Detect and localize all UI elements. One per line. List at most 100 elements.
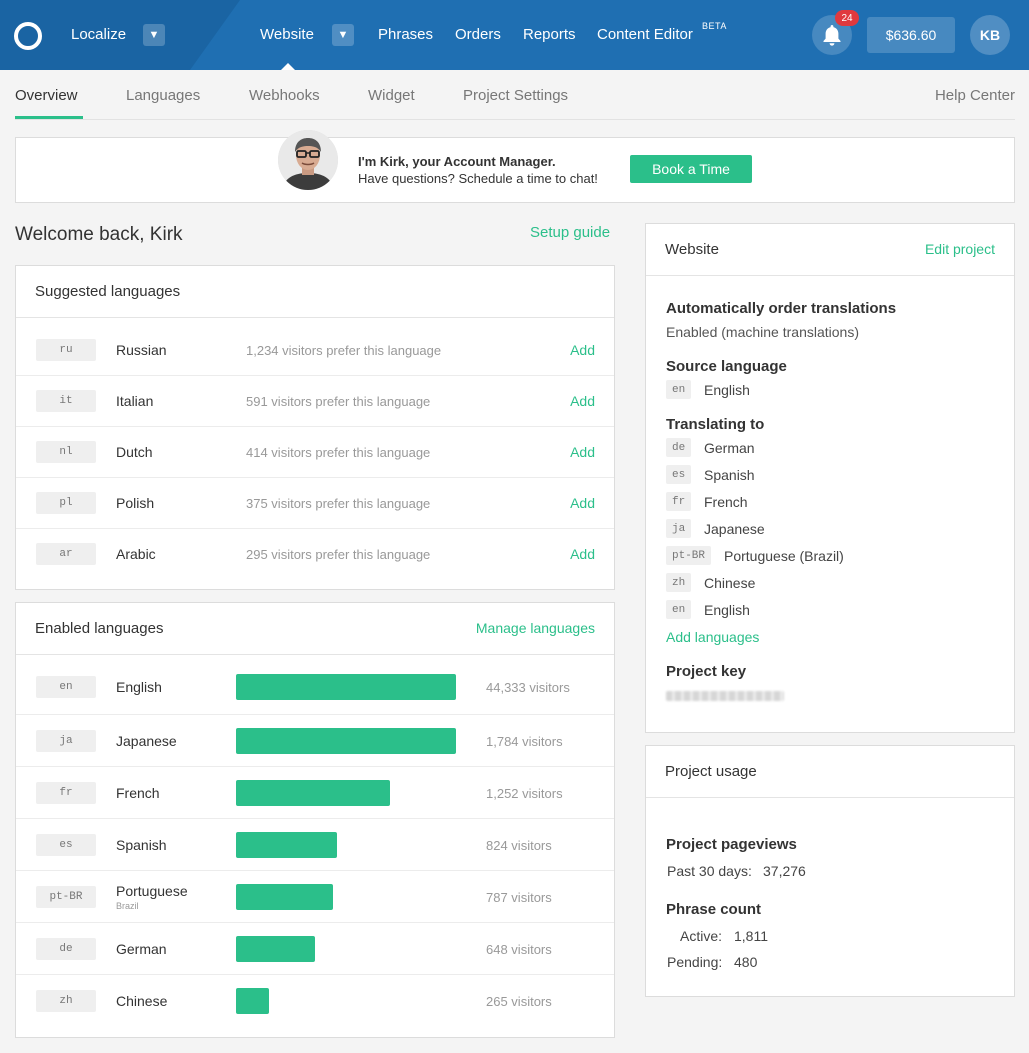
language-code: fr <box>36 782 96 804</box>
nav-phrases[interactable]: Phrases <box>378 26 434 43</box>
language-code: ja <box>36 730 96 752</box>
setup-guide-link[interactable]: Setup guide <box>530 224 611 241</box>
website-card-header: Website Edit project <box>646 224 1014 276</box>
enabled-languages-card: Enabled languages Manage languages en Eng… <box>15 602 615 1038</box>
language-code: nl <box>36 441 96 463</box>
language-code: pl <box>36 492 96 514</box>
active-tab-indicator <box>15 116 83 119</box>
pageviews-label: Project pageviews <box>666 836 797 853</box>
enabled-languages-list: en English 44,333 visitors ja Japanese 1,784 … <box>16 655 614 1027</box>
tab-webhooks[interactable]: Webhooks <box>249 87 320 104</box>
visitor-share-bar <box>236 832 337 858</box>
account-manager-intro: I'm Kirk, your Account Manager. <box>358 154 556 169</box>
language-name: Chinese <box>116 993 168 1009</box>
visitor-preference: 295 visitors prefer this language <box>246 547 431 562</box>
language-name: Italian <box>116 393 154 409</box>
table-row: pt-BR Portuguese Brazil 787 visitors <box>16 871 614 923</box>
tab-widget[interactable]: Widget <box>368 87 415 104</box>
target-language-name: Spanish <box>704 467 755 483</box>
language-name: Polish <box>116 495 155 511</box>
beta-label: BETA <box>702 21 727 31</box>
pending-value: 480 <box>734 954 758 970</box>
target-language-name: Japanese <box>704 521 765 537</box>
tab-overview[interactable]: Overview <box>15 87 78 104</box>
top-navigation-bar: Localize ▼ Website ▼ Phrases Orders Repo… <box>0 0 1029 70</box>
add-language-button[interactable]: Add <box>570 393 595 409</box>
target-language-name: Portuguese (Brazil) <box>724 548 844 564</box>
balance-button[interactable]: $636.60 <box>867 17 955 53</box>
visitor-count: 1,252 visitors <box>486 786 563 801</box>
visitor-count: 824 visitors <box>486 838 552 853</box>
account-manager-message: I'm Kirk, your Account Manager. Have que… <box>358 153 598 187</box>
website-chevron-down-icon[interactable]: ▼ <box>332 24 354 46</box>
language-name: Russian <box>116 342 167 358</box>
account-manager-banner: I'm Kirk, your Account Manager. Have que… <box>15 130 1015 203</box>
website-card-title: Website <box>665 241 719 258</box>
language-code: ru <box>36 339 96 361</box>
table-row: ja Japanese 1,784 visitors <box>16 715 614 767</box>
account-manager-prompt: Have questions? Schedule a time to chat! <box>358 171 598 186</box>
user-avatar[interactable]: KB <box>970 15 1010 55</box>
language-code: it <box>36 390 96 412</box>
nav-reports[interactable]: Reports <box>523 26 576 43</box>
add-language-button[interactable]: Add <box>570 546 595 562</box>
add-language-button[interactable]: Add <box>570 444 595 460</box>
tab-project-settings[interactable]: Project Settings <box>463 87 569 104</box>
language-code: ar <box>36 543 96 565</box>
visitor-share-bar <box>236 728 456 754</box>
visitor-count: 1,784 visitors <box>486 734 563 749</box>
manage-languages-link[interactable]: Manage languages <box>475 620 595 636</box>
target-language-name: Chinese <box>704 575 756 591</box>
target-language-code: zh <box>666 573 692 592</box>
tab-languages[interactable]: Languages <box>126 87 201 104</box>
active-label: Active: <box>680 928 723 944</box>
table-row: zh Chinese 265 visitors <box>16 975 614 1027</box>
org-name[interactable]: Localize <box>71 26 127 43</box>
target-language-code: en <box>666 600 692 619</box>
table-row: it Italian 591 visitors prefer this langua… <box>16 376 614 427</box>
nav-orders[interactable]: Orders <box>455 26 501 43</box>
source-language-label: Source language <box>666 358 787 375</box>
visitor-share-bar <box>236 780 390 806</box>
nav-website[interactable]: Website <box>260 26 314 43</box>
language-name: French <box>116 785 160 801</box>
add-languages-link[interactable]: Add languages <box>666 629 760 645</box>
translating-to-label: Translating to <box>666 416 765 433</box>
target-language-code: fr <box>666 492 692 511</box>
org-chevron-down-icon[interactable]: ▼ <box>143 24 165 46</box>
edit-project-link[interactable]: Edit project <box>924 241 995 257</box>
target-language-code: pt-BR <box>666 546 712 565</box>
visitor-count: 44,333 visitors <box>486 680 570 695</box>
add-language-button[interactable]: Add <box>570 342 595 358</box>
enabled-languages-header: Enabled languages Manage languages <box>16 603 614 655</box>
visitor-preference: 375 visitors prefer this language <box>246 496 431 511</box>
help-center-link[interactable]: Help Center <box>934 87 1015 104</box>
language-region: Brazil <box>116 901 139 911</box>
add-language-button[interactable]: Add <box>570 495 595 511</box>
localize-logo-icon[interactable] <box>14 22 42 50</box>
language-name: German <box>116 941 167 957</box>
phrase-count-label: Phrase count <box>666 901 762 918</box>
table-row: es Spanish 824 visitors <box>16 819 614 871</box>
target-language-code: es <box>666 465 692 484</box>
language-name: Spanish <box>116 837 167 853</box>
welcome-heading: Welcome back, Kirk <box>15 224 183 245</box>
auto-order-label: Automatically order translations <box>666 300 897 317</box>
website-card: Website Edit project Automatically order… <box>645 223 1015 733</box>
language-name: Portuguese <box>116 883 188 899</box>
visitor-preference: 1,234 visitors prefer this language <box>246 343 442 358</box>
source-language-name: English <box>704 382 750 398</box>
nav-content-editor[interactable]: Content Editor <box>597 26 693 43</box>
visitor-share-bar <box>236 884 333 910</box>
visitor-count: 787 visitors <box>486 890 552 905</box>
table-row: pl Polish 375 visitors prefer this languag… <box>16 478 614 529</box>
language-code: en <box>36 676 96 698</box>
language-code: pt-BR <box>36 886 96 908</box>
language-code: es <box>36 834 96 856</box>
project-usage-card: Project usage Project pageviews Past 30 … <box>645 745 1015 997</box>
suggested-languages-list: ru Russian 1,234 visitors prefer this lang… <box>16 318 614 580</box>
project-key-label: Project key <box>666 663 747 680</box>
book-a-time-button[interactable]: Book a Time <box>630 155 752 183</box>
target-language-name: English <box>704 602 750 618</box>
past-30-days-value: 37,276 <box>763 863 806 879</box>
